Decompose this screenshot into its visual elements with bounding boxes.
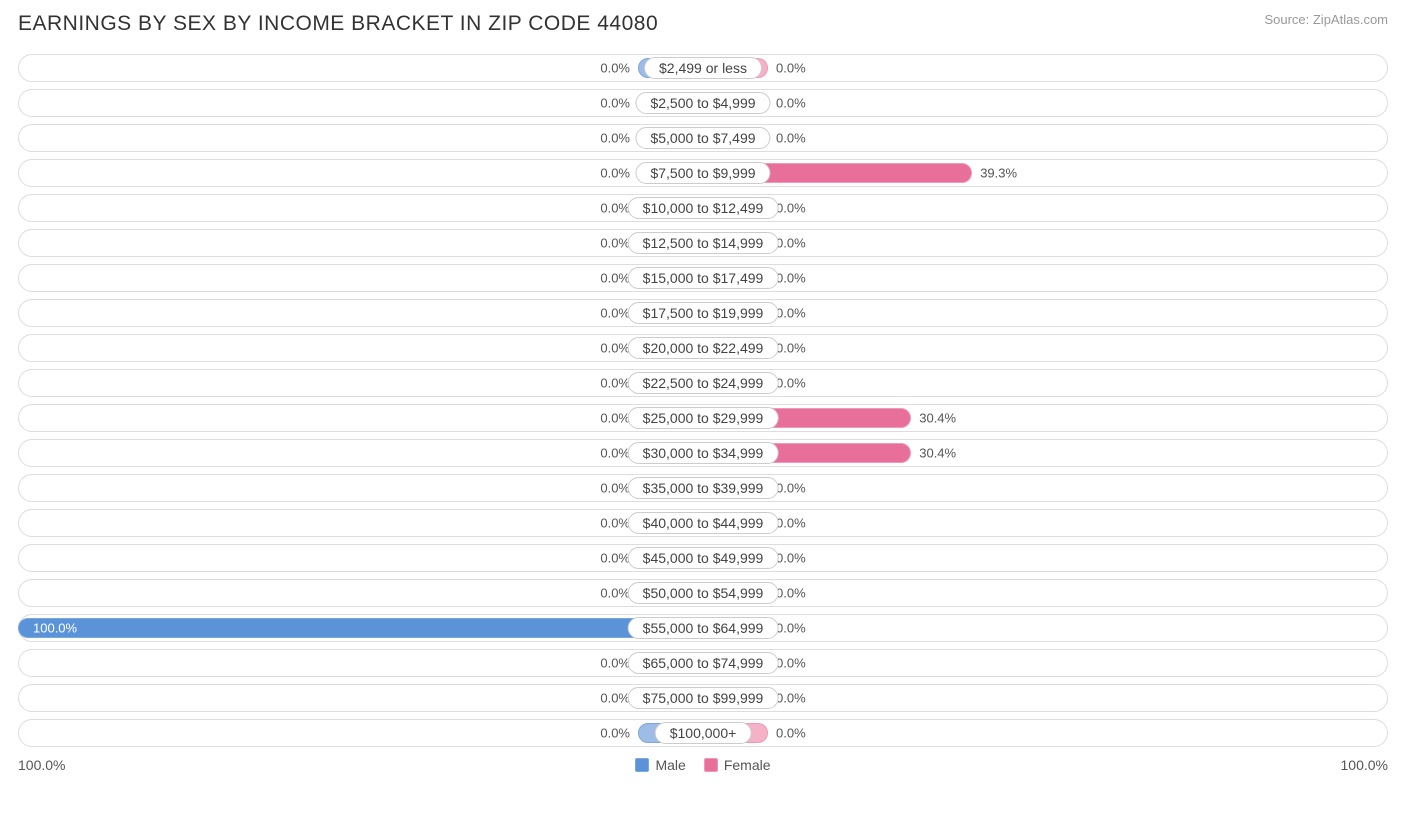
male-value: 0.0% [600,516,630,531]
row-label: $5,000 to $7,499 [635,127,770,149]
male-value: 0.0% [600,271,630,286]
row-label: $12,500 to $14,999 [628,232,779,254]
male-value: 0.0% [600,131,630,146]
female-value: 30.4% [919,411,956,426]
chart-row: $25,000 to $29,9990.0% 30.4% [18,404,1388,432]
female-value: 0.0% [776,621,806,636]
chart-row: $2,500 to $4,999 0.0% 0.0% [18,89,1388,117]
row-label: $2,500 to $4,999 [635,92,770,114]
male-value: 0.0% [600,166,630,181]
male-value: 0.0% [600,306,630,321]
female-value: 0.0% [776,691,806,706]
row-label: $22,500 to $24,999 [628,372,779,394]
row-label: $100,000+ [655,722,752,744]
female-value: 0.0% [776,481,806,496]
male-value: 0.0% [600,61,630,76]
chart-body: $2,499 or less 0.0% 0.0% $2,500 to $4,999 0.… [18,54,1388,747]
female-value: 0.0% [776,726,806,741]
chart-header: EARNINGS BY SEX BY INCOME BRACKET IN ZIP… [18,12,1388,36]
male-value: 0.0% [600,236,630,251]
male-value: 0.0% [600,551,630,566]
row-label: $25,000 to $29,999 [628,407,779,429]
chart-row: $7,500 to $9,999 0.0% 39.3% [18,159,1388,187]
chart-row: $100,000+ 0.0% 0.0% [18,719,1388,747]
legend: Male Female [635,757,770,773]
female-value: 0.0% [776,61,806,76]
chart-row: $20,000 to $22,4990.0% 0.0% [18,334,1388,362]
male-value: 0.0% [600,691,630,706]
row-label: $45,000 to $49,999 [628,547,779,569]
legend-female: Female [704,757,771,773]
female-value: 0.0% [776,516,806,531]
female-value: 0.0% [776,656,806,671]
female-value: 39.3% [980,166,1017,181]
chart-row: $17,500 to $19,9990.0% 0.0% [18,299,1388,327]
chart-row: $65,000 to $74,9990.0% 0.0% [18,649,1388,677]
legend-male-label: Male [655,757,685,773]
row-label: $2,499 or less [644,57,762,79]
legend-male: Male [635,757,685,773]
female-value: 0.0% [776,551,806,566]
row-label: $15,000 to $17,499 [628,267,779,289]
male-value: 0.0% [600,201,630,216]
axis-left-label: 100.0% [18,757,65,773]
female-value: 0.0% [776,271,806,286]
chart-row: $2,499 or less 0.0% 0.0% [18,54,1388,82]
row-label: $40,000 to $44,999 [628,512,779,534]
row-label: $17,500 to $19,999 [628,302,779,324]
chart-row: $10,000 to $12,4990.0% 0.0% [18,194,1388,222]
row-label: $65,000 to $74,999 [628,652,779,674]
male-value: 0.0% [600,481,630,496]
row-label: $50,000 to $54,999 [628,582,779,604]
chart-row: $40,000 to $44,9990.0% 0.0% [18,509,1388,537]
male-value: 0.0% [600,446,630,461]
chart-row: $30,000 to $34,9990.0% 30.4% [18,439,1388,467]
male-bar [18,618,703,638]
female-value: 0.0% [776,131,806,146]
axis-right-label: 100.0% [1341,757,1388,773]
row-label: $55,000 to $64,999 [628,617,779,639]
female-value: 0.0% [776,586,806,601]
chart-row: $35,000 to $39,9990.0% 0.0% [18,474,1388,502]
female-value: 0.0% [776,96,806,111]
row-label: $30,000 to $34,999 [628,442,779,464]
male-value: 0.0% [600,376,630,391]
male-value: 0.0% [600,726,630,741]
row-label: $35,000 to $39,999 [628,477,779,499]
chart-row: $12,500 to $14,9990.0% 0.0% [18,229,1388,257]
female-value: 30.4% [919,446,956,461]
female-value: 0.0% [776,306,806,321]
male-value: 0.0% [600,656,630,671]
male-value: 100.0% [33,621,77,636]
row-label: $20,000 to $22,499 [628,337,779,359]
legend-female-label: Female [724,757,771,773]
chart-source: Source: ZipAtlas.com [1264,12,1388,27]
chart-row: $15,000 to $17,4990.0% 0.0% [18,264,1388,292]
chart-row: $45,000 to $49,9990.0% 0.0% [18,544,1388,572]
male-value: 0.0% [600,411,630,426]
female-value: 0.0% [776,341,806,356]
female-value: 0.0% [776,236,806,251]
chart-row: $5,000 to $7,499 0.0% 0.0% [18,124,1388,152]
row-label: $10,000 to $12,499 [628,197,779,219]
female-value: 0.0% [776,201,806,216]
chart-footer: 100.0% Male Female 100.0% [18,757,1388,773]
chart-row: $50,000 to $54,9990.0% 0.0% [18,579,1388,607]
female-swatch-icon [704,758,718,772]
chart-row: $22,500 to $24,9990.0% 0.0% [18,369,1388,397]
row-label: $75,000 to $99,999 [628,687,779,709]
chart-title: EARNINGS BY SEX BY INCOME BRACKET IN ZIP… [18,12,658,36]
row-label: $7,500 to $9,999 [635,162,770,184]
male-value: 0.0% [600,96,630,111]
male-swatch-icon [635,758,649,772]
male-value: 0.0% [600,341,630,356]
male-value: 0.0% [600,586,630,601]
chart-row: $55,000 to $64,999 100.0% 0.0% [18,614,1388,642]
female-value: 0.0% [776,376,806,391]
chart-row: $75,000 to $99,9990.0% 0.0% [18,684,1388,712]
